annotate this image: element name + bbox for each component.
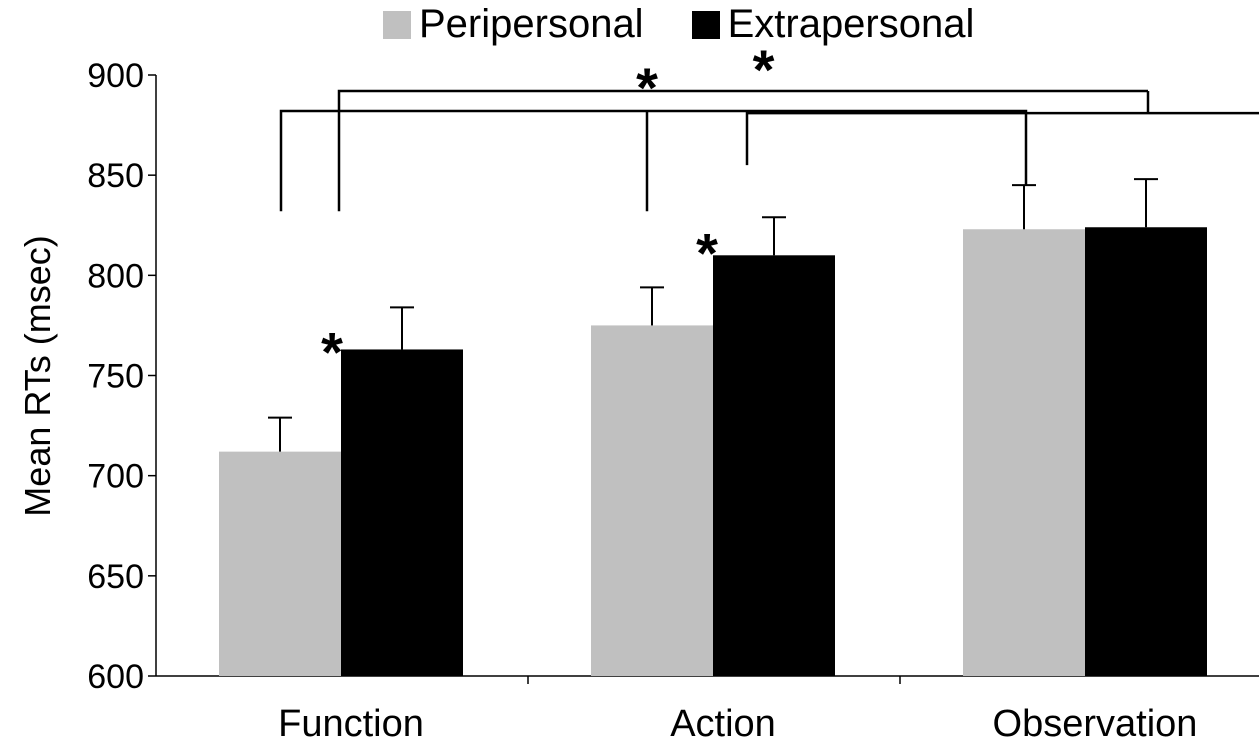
legend-swatch-peripersonal: [383, 10, 411, 39]
bars: [219, 227, 1207, 677]
y-tick-label: 700: [87, 458, 144, 496]
legend-label-extrapersonal: Extrapersonal: [727, 2, 975, 46]
y-tick-label: 900: [87, 57, 144, 95]
y-tick-label: 800: [87, 257, 144, 295]
y-axis-label: Mean RTs (msec): [17, 235, 58, 516]
significance-bracket: [279, 109, 1028, 212]
x-tick-label: Action: [670, 703, 776, 738]
bar-peripersonal-function: [219, 451, 341, 676]
significance-asterisk: *: [636, 56, 658, 119]
bar-extrapersonal-observation: [1085, 227, 1207, 676]
legend-item-peripersonal: Peripersonal: [383, 2, 644, 47]
x-tick-label: Observation: [993, 703, 1198, 738]
significance-bracket: [745, 111, 1259, 166]
pairwise-asterisk: *: [321, 320, 343, 383]
y-tick-label: 750: [87, 358, 144, 396]
y-tick-label: 850: [87, 157, 144, 195]
significance-bracket: [337, 89, 1148, 212]
legend-swatch-extrapersonal: [691, 10, 720, 39]
x-tick-label: Function: [278, 703, 424, 738]
bar-peripersonal-observation: [963, 229, 1085, 677]
legend-item-extrapersonal: Extrapersonal: [691, 2, 975, 47]
y-tick-label: 650: [87, 558, 144, 596]
legend-label-peripersonal: Peripersonal: [419, 2, 644, 46]
chart-legend: Peripersonal Extrapersonal: [383, 2, 1022, 47]
annotations: * * * *: [279, 38, 1259, 383]
bar-peripersonal-action: [591, 325, 713, 676]
bar-extrapersonal-action: [713, 255, 835, 677]
error-bars: [268, 178, 1158, 452]
significance-asterisk: *: [753, 38, 775, 101]
bar-extrapersonal-function: [341, 349, 463, 676]
pairwise-asterisk: *: [696, 221, 718, 284]
y-tick-label: 600: [87, 658, 144, 696]
